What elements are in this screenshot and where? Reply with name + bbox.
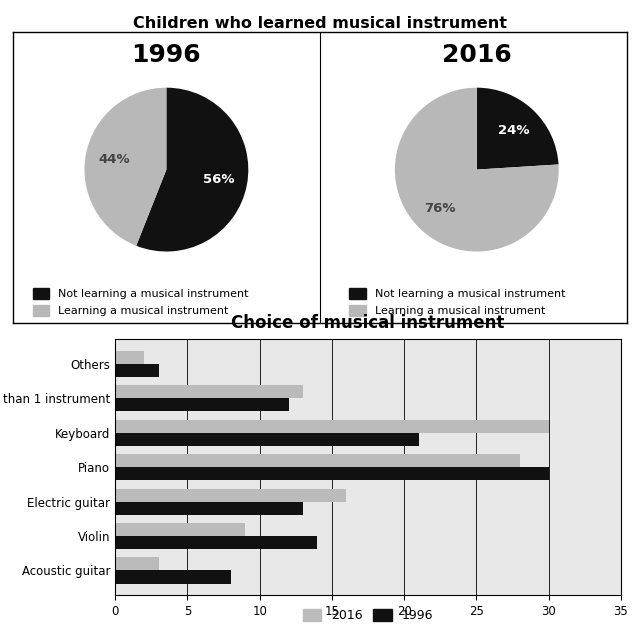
Bar xyxy=(115,454,520,467)
Bar xyxy=(115,570,231,584)
Bar xyxy=(115,351,144,364)
Wedge shape xyxy=(395,88,559,252)
Text: 76%: 76% xyxy=(424,202,456,215)
Wedge shape xyxy=(84,88,166,246)
Bar xyxy=(115,523,245,536)
Title: 1996: 1996 xyxy=(132,43,201,67)
Title: Choice of musical instrument: Choice of musical instrument xyxy=(231,314,505,332)
Wedge shape xyxy=(477,88,559,170)
Legend: Not learning a musical instrument, Learning a musical instrument: Not learning a musical instrument, Learn… xyxy=(33,288,249,316)
Bar xyxy=(115,557,159,570)
Text: Children who learned musical instrument: Children who learned musical instrument xyxy=(133,16,507,31)
Legend: 2016, 1996: 2016, 1996 xyxy=(298,604,438,627)
Bar xyxy=(115,488,346,502)
Bar xyxy=(115,433,419,446)
Bar xyxy=(115,385,303,398)
Text: 44%: 44% xyxy=(99,153,130,166)
Bar xyxy=(115,536,317,549)
Bar xyxy=(115,398,289,412)
Bar xyxy=(115,502,303,515)
Text: 24%: 24% xyxy=(497,124,529,138)
Bar xyxy=(115,467,548,480)
Title: 2016: 2016 xyxy=(442,43,511,67)
Legend: Not learning a musical instrument, Learning a musical instrument: Not learning a musical instrument, Learn… xyxy=(349,288,565,316)
Bar xyxy=(115,364,159,377)
Bar xyxy=(115,420,548,433)
Wedge shape xyxy=(136,88,248,252)
Text: 56%: 56% xyxy=(203,173,234,186)
